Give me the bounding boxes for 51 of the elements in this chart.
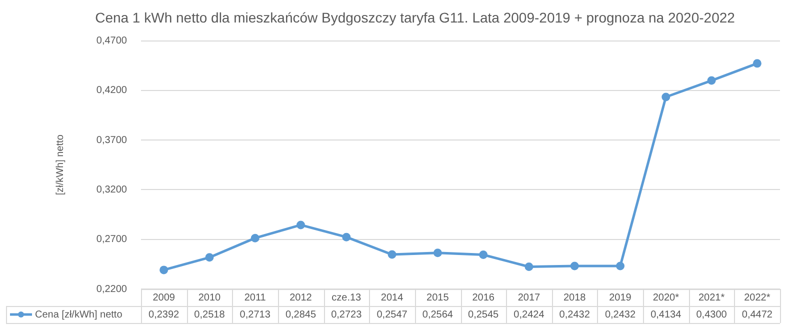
point xyxy=(752,59,762,68)
data-label: 0,4300 xyxy=(696,309,728,320)
y-tick-label: 0,2200 xyxy=(96,284,128,295)
data-label: 0,2845 xyxy=(285,309,316,320)
x-tick-label: 2011 xyxy=(244,292,266,304)
x-tick-label: 2012 xyxy=(290,292,312,304)
point xyxy=(388,250,396,259)
x-tick-label: 2017 xyxy=(518,292,541,304)
y-tick-label: 0,3700 xyxy=(96,134,128,146)
x-tick-label: 2009 xyxy=(152,292,176,304)
x-tick-label: 2014 xyxy=(380,292,404,304)
x-tick-label: 2018 xyxy=(563,292,586,304)
y-tick-label: 0,2700 xyxy=(96,234,128,246)
x-tick-label: 2016 xyxy=(472,292,495,304)
data-label: 0,2392 xyxy=(148,309,180,320)
x-tick-label: 2019 xyxy=(609,292,632,304)
point xyxy=(616,262,624,270)
x-tick-label: 2020* xyxy=(652,292,680,304)
point xyxy=(433,248,442,258)
chart-title: Cena 1 kWh netto dla mieszkańców Bydgoszczy taryfa G11. Lata 2009-2019 + prognoza na 2020-2022 xyxy=(95,9,736,26)
legend-label: Cena [zł/kWh] netto xyxy=(35,309,123,320)
x-tick-label: 2022* xyxy=(744,292,770,304)
data-label: 0,2424 xyxy=(514,309,545,320)
point xyxy=(250,234,260,242)
data-label: 0,4134 xyxy=(650,309,682,320)
point xyxy=(296,220,305,230)
data-label: 0,4472 xyxy=(742,309,773,320)
x-tick-label: cze.13 xyxy=(332,292,362,304)
point xyxy=(570,262,579,270)
point xyxy=(342,232,351,242)
data-label: 0,2518 xyxy=(194,309,226,320)
data-label: 0,2713 xyxy=(240,309,271,320)
data-label: 0,2545 xyxy=(468,309,500,320)
point xyxy=(205,253,214,262)
point xyxy=(662,92,670,102)
y-tick-label: 0,4700 xyxy=(96,36,128,47)
x-tick-label: 2021* xyxy=(698,292,725,304)
y-axis-title: [zł/kWh] netto xyxy=(54,134,66,196)
x-tick-label: 2010 xyxy=(198,292,222,304)
data-label: 0,2547 xyxy=(376,309,408,320)
point xyxy=(479,250,488,259)
y-tick-label: 0,3200 xyxy=(96,184,128,196)
x-tick-label: 2015 xyxy=(426,292,450,304)
data-label: 0,2432 xyxy=(559,309,590,320)
point xyxy=(524,262,534,272)
y-tick-label: 0,4200 xyxy=(96,85,128,96)
point xyxy=(707,76,716,85)
data-label: 0,2432 xyxy=(604,309,636,320)
data-label: 0,2564 xyxy=(422,309,454,320)
data-label: 0,2723 xyxy=(331,309,362,320)
point xyxy=(160,266,168,274)
